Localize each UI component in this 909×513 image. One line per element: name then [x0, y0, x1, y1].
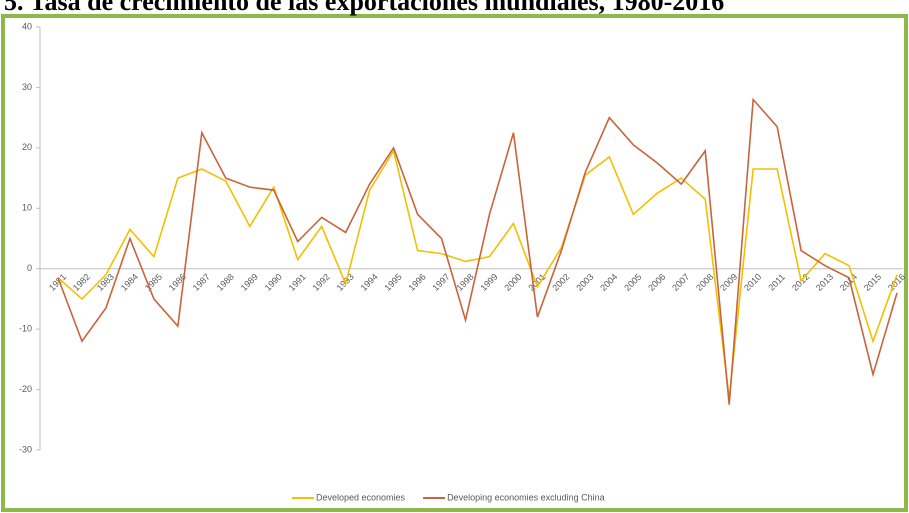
- x-tick-label: 1996: [407, 272, 428, 293]
- x-tick-label: 1989: [239, 272, 260, 293]
- x-tick-label: 2007: [670, 272, 691, 293]
- frame: [1, 14, 908, 512]
- x-tick-label: 2006: [646, 272, 667, 293]
- y-tick-label: -20: [19, 384, 32, 394]
- y-tick-label: -30: [19, 444, 32, 454]
- legend-label: Developed economies: [316, 492, 406, 502]
- y-tick-label: 10: [22, 203, 32, 213]
- x-tick-label: 2008: [694, 272, 715, 293]
- y-tick-label: 30: [22, 82, 32, 92]
- x-tick-label: 2000: [502, 272, 523, 293]
- x-tick-label: 2005: [622, 272, 643, 293]
- line: [57, 97, 898, 405]
- x-tick-label: 1997: [430, 272, 451, 293]
- x-tick-label: 2010: [742, 272, 763, 293]
- x-tick-label: 2015: [862, 272, 883, 293]
- x-tick-label: 2004: [598, 272, 619, 293]
- y-tick-label: -10: [19, 324, 32, 334]
- chart-title: 5. Tasa de crecimiento de las exportacio…: [4, 0, 724, 16]
- x-tick-label: 2013: [814, 272, 835, 293]
- x-tick-label: 1994: [359, 272, 380, 293]
- x-tick-label: 1982: [71, 272, 92, 293]
- x-tick-label: 1995: [383, 272, 404, 293]
- x-tick-label: 1987: [191, 272, 212, 293]
- x-tick-label: 1985: [143, 272, 164, 293]
- y-tick-label: 20: [22, 142, 32, 152]
- x-tick-label: 2003: [574, 272, 595, 293]
- x-tick-label: 1992: [311, 272, 332, 293]
- y-tick-label: 40: [22, 21, 32, 31]
- x-tick-label: 1981: [47, 272, 68, 293]
- y-tick-label: 0: [27, 263, 32, 273]
- x-tick-label: 2011: [766, 272, 787, 293]
- x-tick-label: 1988: [215, 272, 236, 293]
- x-tick-label: 1984: [119, 272, 140, 293]
- x-tick-label: 2002: [550, 272, 571, 293]
- x-tick-label: 1991: [287, 272, 308, 293]
- x-tick-label: 2009: [718, 272, 739, 293]
- x-tick-label: 1999: [478, 272, 499, 293]
- legend-label: Developing economies excluding China: [447, 492, 605, 502]
- x-tick-label: 1990: [263, 272, 284, 293]
